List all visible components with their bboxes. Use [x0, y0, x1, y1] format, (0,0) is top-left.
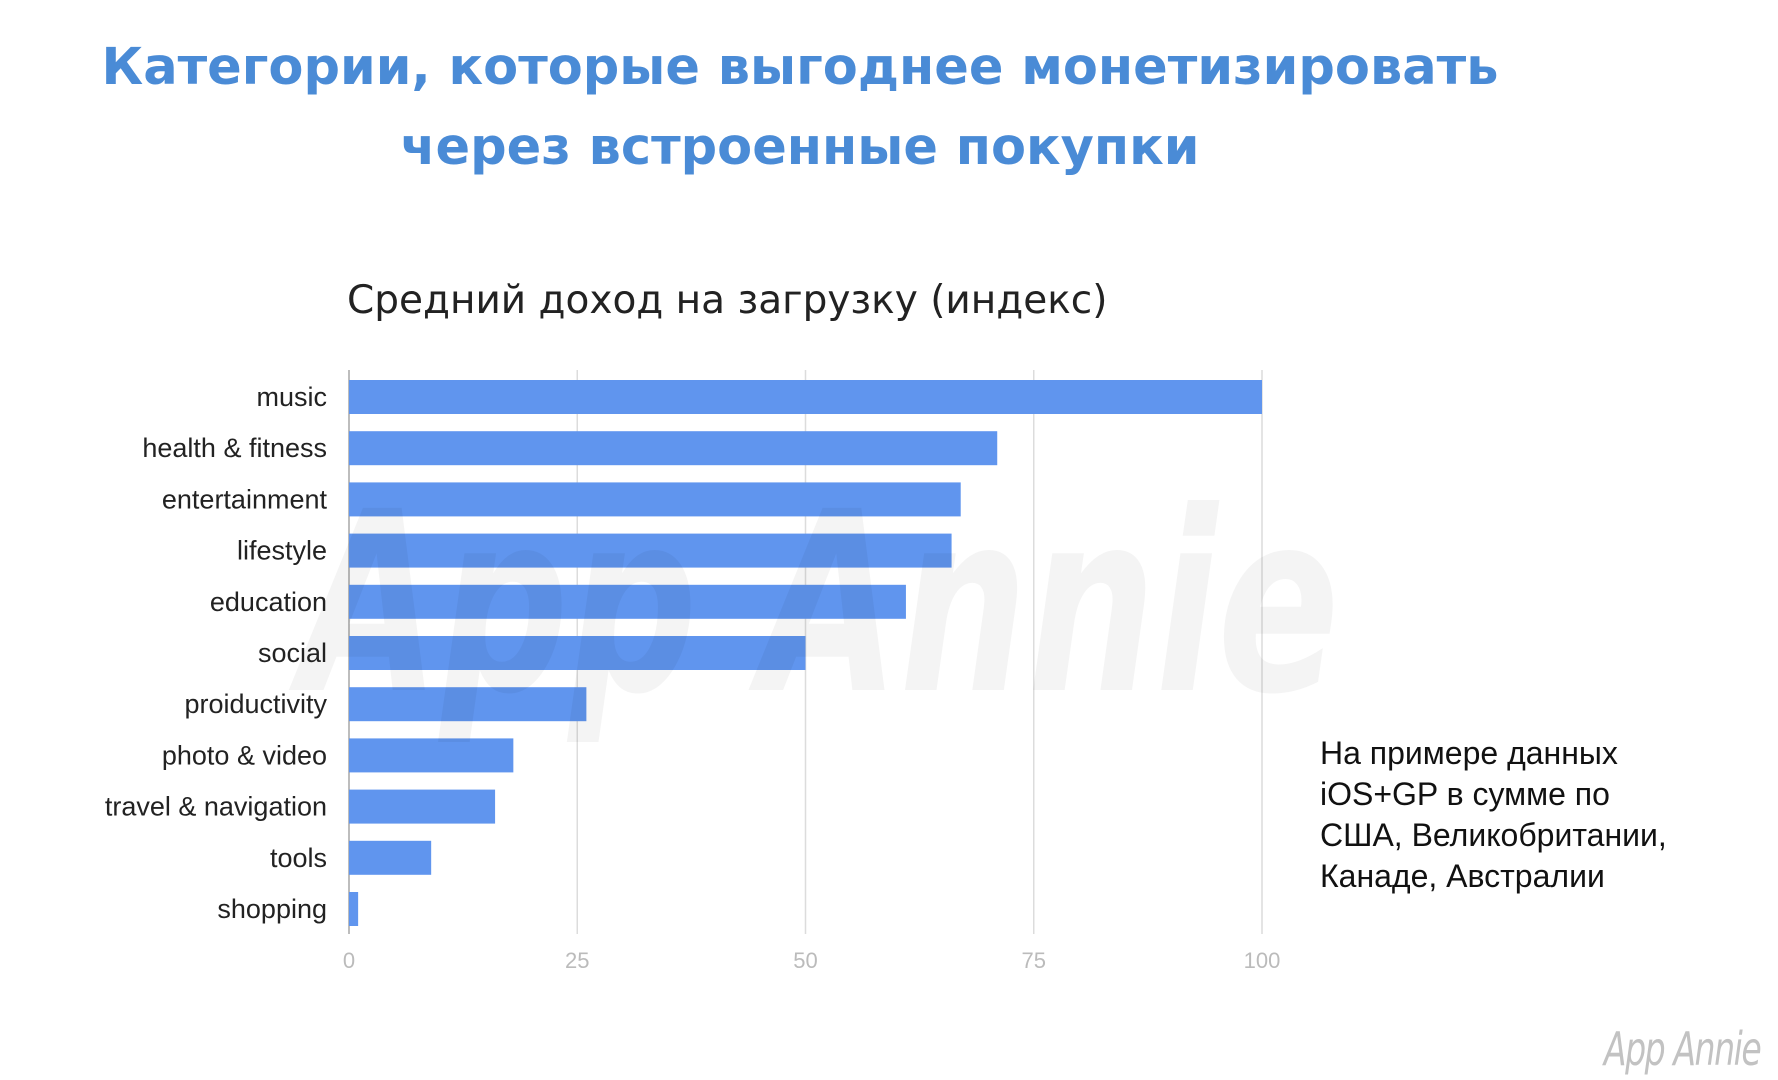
- bar: [349, 789, 496, 824]
- x-axis-ticks: 0 25 50 75 100: [343, 948, 1280, 973]
- note-line: На примере данных: [1320, 735, 1618, 771]
- note-line: США, Великобритании,: [1320, 817, 1667, 853]
- x-tick-label: 50: [793, 948, 817, 973]
- category-label: travel & navigation: [105, 792, 327, 822]
- category-label: music: [256, 382, 327, 412]
- bar: [349, 584, 906, 619]
- category-label: photo & video: [162, 740, 327, 770]
- data-source-note: На примере данных iOS+GP в сумме по США,…: [1320, 733, 1760, 897]
- app-annie-logo: App Annie: [1603, 1022, 1762, 1076]
- bar: [349, 431, 998, 466]
- bar: [349, 892, 359, 926]
- chart-watermark: App Annie: [288, 459, 1339, 749]
- bar: [349, 533, 952, 568]
- bar: [349, 687, 587, 722]
- x-tick-label: 25: [565, 948, 589, 973]
- chart-title: Средний доход на загрузку (индекс): [347, 278, 1107, 323]
- slide-title-line-1: Категории, которые выгоднее монетизирова…: [101, 38, 1499, 97]
- x-tick-label: 75: [1022, 948, 1046, 973]
- category-label: lifestyle: [237, 536, 327, 566]
- x-tick-label: 0: [343, 948, 355, 973]
- bar: [349, 636, 806, 670]
- bars: [349, 380, 1262, 926]
- category-label: health & fitness: [142, 433, 327, 463]
- bar: [349, 380, 1262, 414]
- x-tick-label: 100: [1244, 948, 1281, 973]
- note-line: Канаде, Австралии: [1320, 858, 1605, 894]
- slide-title: Категории, которые выгоднее монетизирова…: [0, 28, 1600, 188]
- category-labels: music health & fitness entertainment lifest…: [105, 382, 328, 924]
- note-line: iOS+GP в сумме по: [1320, 776, 1610, 812]
- category-label: tools: [270, 843, 327, 873]
- bar: [349, 738, 514, 773]
- slide-title-line-2: через встроенные покупки: [400, 118, 1200, 177]
- category-label: social: [258, 638, 327, 668]
- category-label: shopping: [217, 894, 327, 924]
- category-label: proiductivity: [184, 689, 327, 719]
- category-label: entertainment: [162, 484, 328, 514]
- bar: [349, 840, 432, 875]
- bar: [349, 482, 961, 517]
- category-label: education: [210, 587, 327, 617]
